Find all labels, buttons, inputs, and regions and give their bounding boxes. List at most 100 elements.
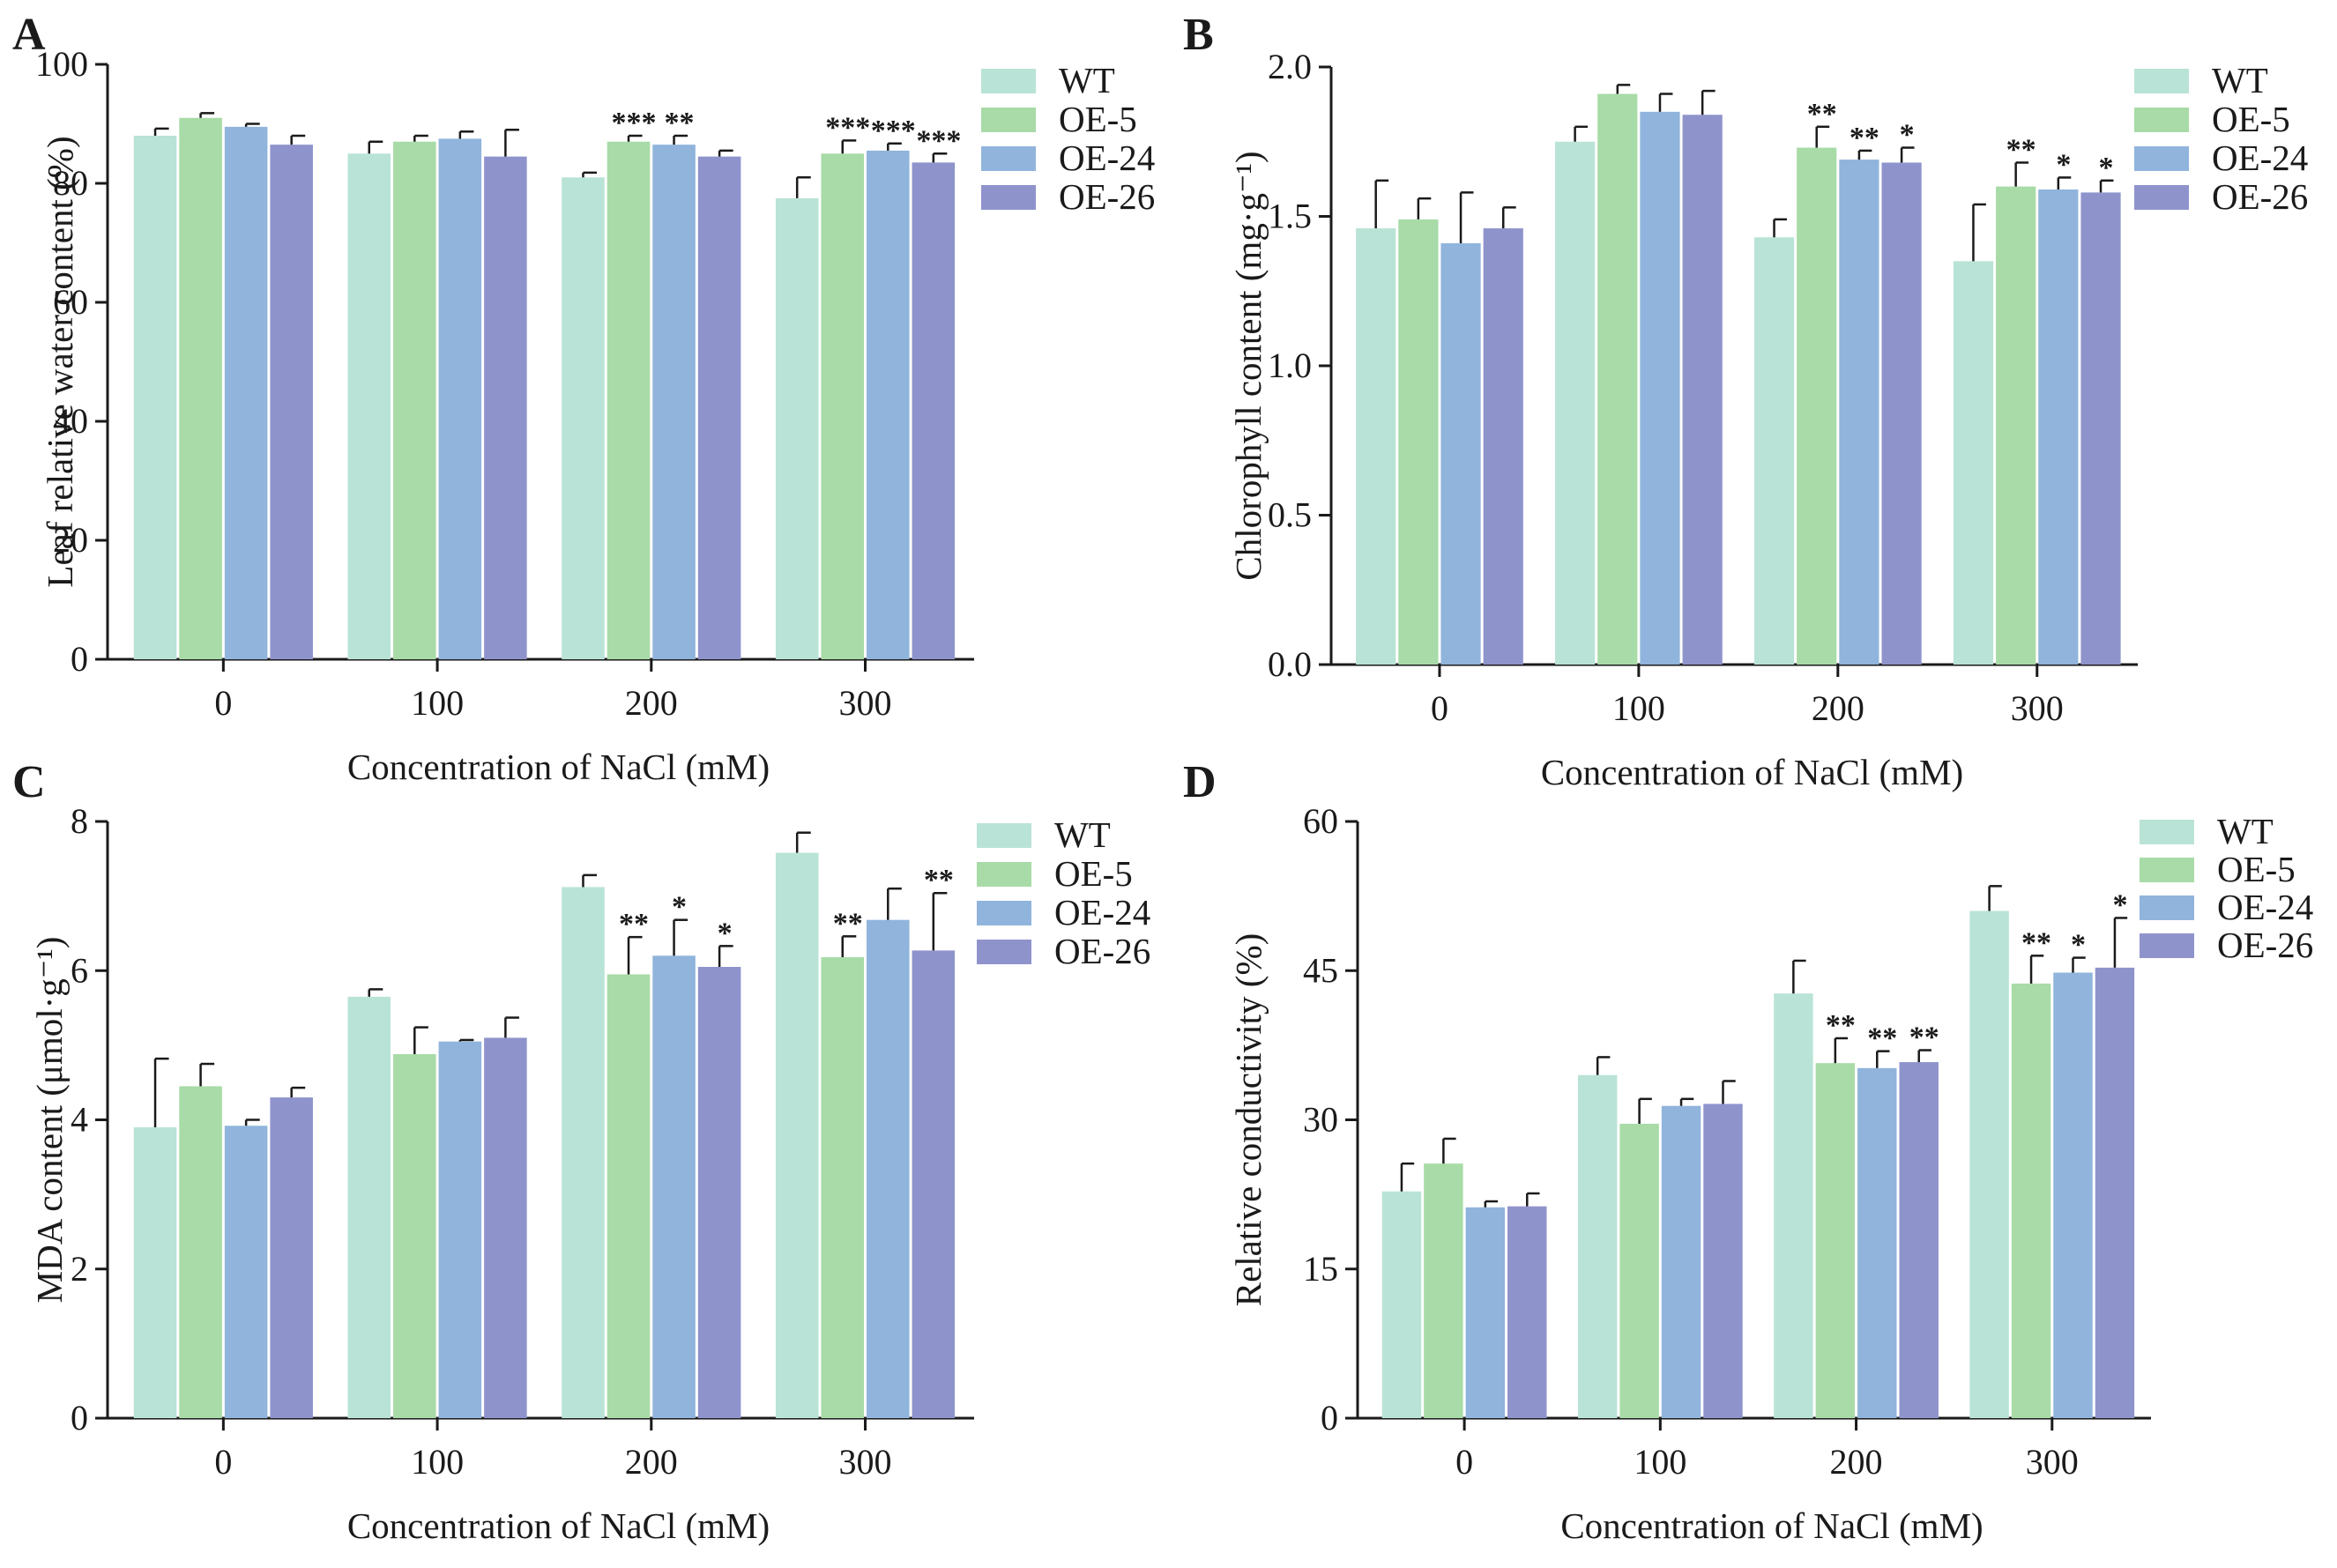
bar-WT-100 [347, 153, 391, 659]
x-tick-label: 100 [411, 1442, 464, 1482]
significance-mark: * [2056, 148, 2071, 181]
bar-OE-24-100 [1640, 111, 1680, 665]
legend-swatch-OE-24 [981, 146, 1036, 171]
significance-mark: ** [1807, 98, 1837, 130]
y-tick-label: 0.0 [1268, 644, 1312, 684]
significance-mark: *** [612, 107, 657, 139]
y-tick-label: 2.0 [1268, 47, 1312, 86]
bar-OE-26-100 [1682, 115, 1723, 665]
y-axis-title: MDA content (μmol·g⁻¹) [29, 937, 70, 1304]
legend-swatch-OE-5 [981, 108, 1036, 132]
bar-OE-5-0 [1424, 1163, 1463, 1418]
bar-OE-5-300 [1996, 186, 2036, 665]
significance-mark: *** [916, 124, 961, 157]
panel-letter: B [1183, 10, 1214, 60]
y-tick-label: 15 [1303, 1249, 1338, 1289]
legend-swatch-WT [981, 69, 1036, 93]
bar-OE-26-0 [270, 145, 313, 659]
legend-label: OE-24 [1059, 137, 1155, 178]
y-tick-label: 0 [71, 1398, 88, 1438]
bar-OE-26-100 [484, 156, 527, 659]
bar-OE-5-0 [1398, 219, 1439, 665]
legend-swatch-OE-5 [2134, 108, 2189, 132]
y-axis-title: Relative conductivity (%) [1228, 933, 1269, 1307]
x-tick-label: 200 [1812, 688, 1864, 728]
x-axis-title: Concentration of NaCl (mM) [347, 1505, 770, 1546]
significance-mark: * [1900, 119, 1915, 152]
bar-OE-5-100 [1597, 93, 1638, 665]
significance-mark: ** [1867, 1022, 1897, 1055]
legend-swatch-OE-24 [2140, 895, 2194, 920]
significance-mark: * [672, 891, 687, 924]
bar-WT-100 [1555, 141, 1596, 665]
legend-label: OE-5 [2212, 99, 2290, 139]
bar-WT-0 [1356, 228, 1396, 665]
x-tick-label: 100 [411, 683, 464, 723]
significance-mark: ** [2006, 133, 2036, 166]
bar-OE-24-300 [2038, 189, 2079, 665]
bar-OE-24-100 [438, 138, 482, 659]
bar-OE-5-300 [821, 957, 865, 1418]
legend-swatch-WT [2140, 820, 2194, 844]
bar-OE-5-200 [607, 974, 651, 1418]
x-tick-label: 300 [839, 1442, 892, 1482]
bar-OE-5-200 [607, 141, 651, 659]
bar-OE-24-200 [1857, 1067, 1897, 1418]
bar-OE-26-200 [697, 156, 741, 659]
x-tick-label: 300 [2011, 688, 2064, 728]
y-tick-label: 60 [53, 282, 88, 322]
bar-OE-5-200 [1815, 1063, 1856, 1418]
legend-swatch-WT [977, 823, 1031, 848]
bar-OE-5-0 [179, 117, 222, 659]
y-tick-label: 100 [35, 44, 88, 84]
bar-OE-26-200 [697, 967, 741, 1418]
y-tick-label: 0 [71, 639, 88, 679]
x-tick-label: 300 [2026, 1442, 2079, 1482]
bar-OE-24-300 [867, 150, 910, 659]
bar-WT-0 [1381, 1191, 1422, 1418]
x-tick-label: 200 [625, 1442, 678, 1482]
bar-OE-26-0 [1507, 1206, 1547, 1418]
bar-WT-0 [133, 136, 177, 659]
y-axis-title: Leaf relative water content (%) [40, 136, 80, 587]
legend-label: OE-26 [1054, 931, 1150, 971]
x-tick-label: 100 [1634, 1442, 1686, 1482]
bar-OE-5-100 [393, 141, 436, 659]
panel-letter: A [12, 10, 46, 60]
bar-WT-100 [347, 996, 391, 1418]
legend-label: OE-26 [2212, 176, 2308, 217]
x-tick-label: 0 [214, 683, 232, 723]
legend-label: OE-26 [2217, 925, 2313, 965]
legend-swatch-OE-26 [981, 185, 1036, 210]
bar-OE-24-0 [1465, 1207, 1506, 1418]
bar-WT-200 [1753, 237, 1795, 665]
y-axis-title: Chlorophyll content (mg·g⁻¹) [1228, 151, 1269, 580]
chart-panel-B: B0.00.51.01.52.0*********0 100 200 300Conce… [1183, 10, 2308, 792]
bar-OE-24-0 [1440, 243, 1481, 665]
y-tick-label: 20 [53, 520, 88, 560]
x-tick-label: 200 [1830, 1442, 1883, 1482]
significance-mark: ** [619, 908, 649, 940]
legend-label: OE-5 [1059, 99, 1137, 139]
legend-swatch-OE-26 [977, 940, 1031, 964]
bar-OE-26-200 [1899, 1062, 1939, 1418]
x-tick-label: 0 [214, 1442, 232, 1482]
bar-OE-5-300 [821, 153, 865, 659]
bar-OE-24-200 [652, 145, 696, 659]
legend-label: WT [1059, 60, 1115, 100]
bar-OE-26-200 [1881, 162, 1922, 665]
bar-OE-5-100 [393, 1054, 436, 1418]
bar-OE-5-100 [1619, 1124, 1659, 1418]
y-tick-label: 1.0 [1268, 346, 1312, 385]
y-tick-label: 80 [53, 163, 88, 203]
x-tick-label: 200 [625, 683, 678, 723]
panel-letter: D [1183, 757, 1217, 807]
bar-WT-300 [775, 197, 819, 659]
bar-OE-26-300 [912, 162, 956, 659]
bar-OE-24-200 [1839, 160, 1879, 665]
y-tick-label: 60 [1303, 801, 1338, 841]
legend-swatch-OE-24 [2134, 146, 2189, 171]
